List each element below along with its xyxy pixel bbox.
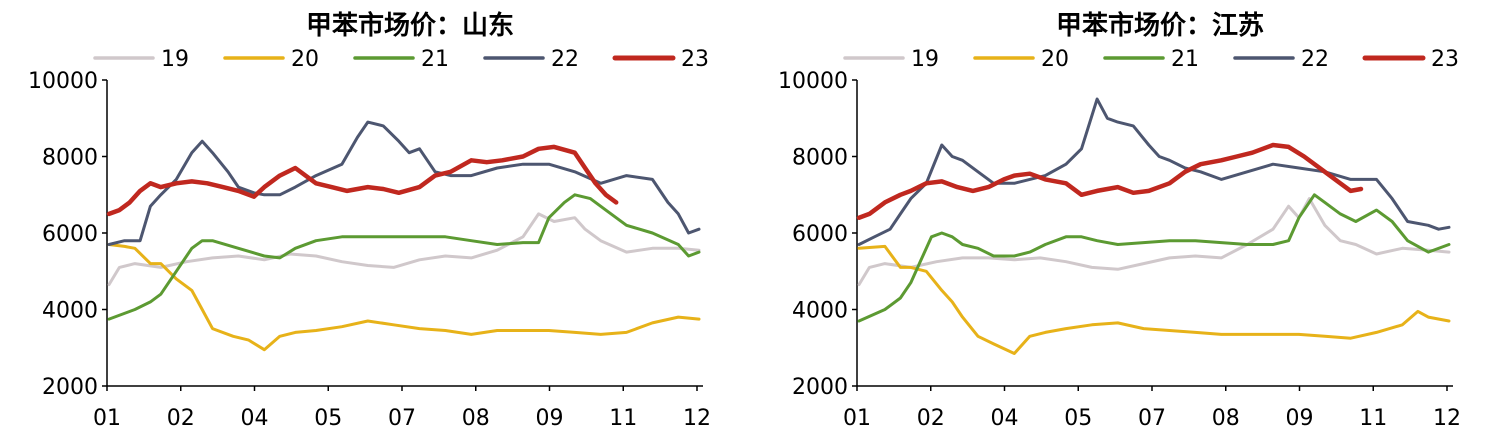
x-tick-label: 09 (1286, 406, 1314, 431)
legend-label-23: 23 (681, 47, 709, 72)
y-tick-label: 4000 (792, 299, 848, 324)
x-tick-label: 02 (917, 406, 945, 431)
x-tick-label: 11 (1359, 406, 1387, 431)
x-tick-label: 01 (843, 406, 871, 431)
x-tick-label: 05 (314, 406, 342, 431)
y-tick-label: 10000 (28, 69, 98, 94)
x-tick-label: 08 (1212, 406, 1240, 431)
x-tick-label: 11 (609, 406, 637, 431)
chart-panel-shandong: 甲苯市场价：山东 19 20 21 22 23 2000 4000 6000 8000 10000 0… (28, 10, 711, 431)
legend-label-19: 19 (911, 47, 939, 72)
series-line-21 (857, 193, 1451, 323)
x-tick-label: 09 (536, 406, 564, 431)
y-tick-label: 6000 (792, 222, 848, 247)
y-tick-label: 8000 (42, 146, 98, 171)
y-tick-label: 6000 (42, 222, 98, 247)
legend-label-21: 21 (421, 47, 449, 72)
y-tick-label: 10000 (778, 69, 848, 94)
legend-label-20: 20 (291, 47, 319, 72)
series-line-19 (857, 197, 1451, 287)
x-tick-label: 07 (1138, 406, 1166, 431)
x-tick-label: 12 (1433, 406, 1461, 431)
x-tick-label: 05 (1064, 406, 1092, 431)
chart-title: 甲苯市场价：江苏 (1056, 10, 1264, 41)
legend-label-20: 20 (1041, 47, 1069, 72)
series-line-23 (856, 142, 1364, 220)
series-line-23 (106, 144, 619, 217)
series-line-21 (107, 193, 701, 321)
legend-label-19: 19 (161, 47, 189, 72)
x-tick-label: 02 (167, 406, 195, 431)
x-tick-label: 04 (241, 406, 269, 431)
x-tick-label: 12 (683, 406, 711, 431)
y-tick-label: 2000 (792, 375, 848, 400)
y-tick-label: 2000 (42, 375, 98, 400)
series-line-22 (857, 97, 1451, 246)
legend-label-23: 23 (1431, 47, 1459, 72)
x-tick-label: 01 (93, 406, 121, 431)
series-line-19 (107, 212, 701, 287)
x-tick-label: 07 (388, 406, 416, 431)
x-tick-label: 04 (991, 406, 1019, 431)
legend-label-22: 22 (551, 47, 579, 72)
series-line-22 (107, 120, 701, 246)
chart-title: 甲苯市场价：山东 (306, 10, 514, 41)
y-tick-label: 8000 (792, 146, 848, 171)
x-tick-label: 08 (462, 406, 490, 431)
legend-label-21: 21 (1171, 47, 1199, 72)
y-tick-label: 4000 (42, 299, 98, 324)
chart-panel-jiangsu: 甲苯市场价：江苏 19 20 21 22 23 2000 4000 6000 8000 10000 0… (778, 10, 1461, 431)
series-line-20 (857, 244, 1451, 355)
legend-label-22: 22 (1301, 47, 1329, 72)
